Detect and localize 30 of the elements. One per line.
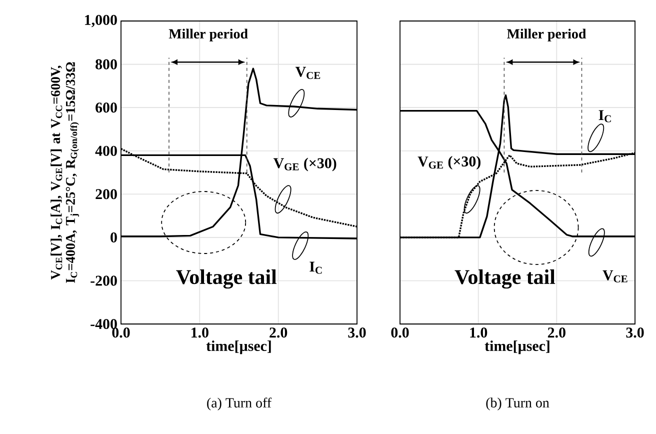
annotation: Miller period — [168, 28, 248, 42]
x-tick-label: 1.0 — [192, 328, 208, 338]
y-tick-label: 200 — [96, 189, 117, 200]
y-tick-label: 1,000 — [85, 14, 117, 28]
x-tick-label: 0.0 — [112, 328, 130, 338]
text: (a) Turn off — [207, 398, 272, 410]
annotation: Voltage tail — [454, 269, 556, 289]
x-tick-label: 2.0 — [270, 328, 288, 338]
x-tick-label: 2.0 — [548, 328, 566, 338]
x-tick-label: 3.0 — [626, 328, 644, 338]
series-label: V$_{CE}$ — [295, 66, 320, 79]
y-tick-label: 0 — [110, 232, 117, 242]
series-label: V$_{GE}$ (×30) — [418, 156, 480, 170]
annotation: Voltage tail — [176, 269, 277, 289]
x-tick-label: 1.0 — [470, 328, 488, 338]
legend-label: V$_{CE}$ — [602, 270, 628, 282]
y-tick-label: -400 — [90, 318, 117, 330]
y-tick-label: 600 — [96, 102, 117, 113]
y-tick-label: 800 — [96, 59, 117, 70]
series-label: V$_{GE}$ (×30) — [273, 158, 336, 172]
y-tick-label: -200 — [90, 276, 117, 286]
legend-label: I$_{C}$ — [310, 262, 322, 274]
y-tick-label: 400 — [95, 146, 117, 156]
annotation: Miller period — [507, 28, 586, 42]
x-tick-label: 0.0 — [391, 328, 409, 338]
x-axis-title: time[µsec] — [206, 340, 271, 354]
x-tick-label: 3.0 — [348, 328, 366, 338]
text: (b) Turn on — [486, 398, 550, 410]
text: I$_{C}$ — [598, 110, 611, 122]
x-axis-title: time[µsec] — [484, 340, 550, 354]
